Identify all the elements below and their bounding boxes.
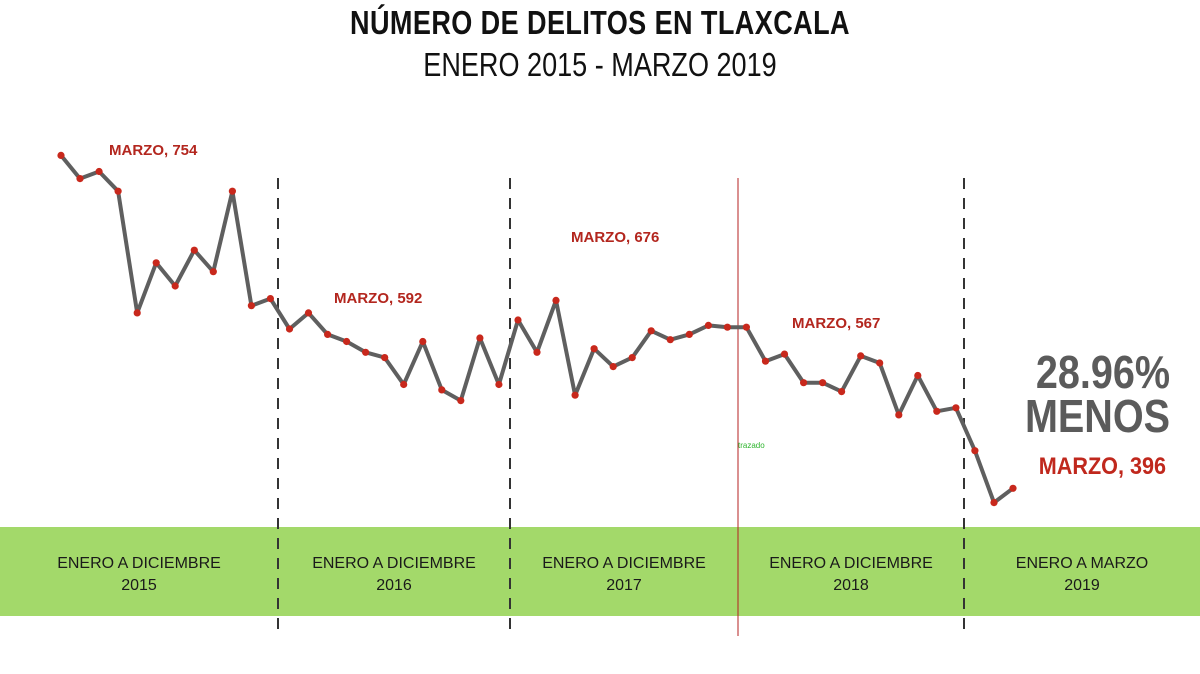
data-point [495, 380, 503, 389]
period-label-range: ENERO A DICIEMBRE [57, 555, 221, 572]
annotation-label: MARZO, 676 [571, 229, 659, 246]
data-point [647, 327, 655, 335]
data-point [876, 359, 884, 367]
data-point [381, 354, 389, 362]
period-label-year: 2015 [121, 577, 157, 594]
decline-percent: 28.96% [1036, 347, 1170, 398]
data-point [95, 167, 103, 176]
data-point [552, 296, 560, 304]
data-point [438, 386, 446, 394]
data-point [152, 259, 160, 267]
period-label-year: 2016 [376, 577, 412, 594]
data-point [362, 348, 370, 356]
data-point [761, 357, 770, 365]
data-point [895, 411, 903, 419]
period-label-range: ENERO A DICIEMBRE [312, 555, 476, 572]
data-point [590, 345, 598, 353]
data-point [419, 337, 427, 346]
data-point [514, 316, 522, 324]
decline-word: MENOS [1025, 391, 1170, 442]
chart-title: NÚMERO DE DELITOS EN TLAXCALA [350, 4, 850, 41]
data-point [76, 175, 84, 183]
data-point [266, 295, 274, 303]
data-point [628, 354, 636, 362]
data-point [914, 371, 922, 380]
annotation-label: MARZO, 567 [792, 315, 880, 332]
data-point [209, 268, 217, 276]
data-point-layer [57, 151, 1017, 507]
data-point [247, 302, 255, 310]
period-label-year: 2017 [606, 577, 642, 594]
chart-subtitle: ENERO 2015 - MARZO 2019 [423, 46, 777, 83]
data-point [990, 499, 998, 507]
data-point [800, 379, 808, 387]
period-label-range: ENERO A MARZO [1016, 555, 1148, 572]
period-divider-layer [277, 178, 965, 636]
last-value-label: MARZO, 396 [1039, 452, 1166, 479]
data-point [114, 187, 122, 195]
data-point [343, 337, 351, 346]
data-point [838, 388, 846, 396]
data-point [400, 380, 408, 389]
data-point [819, 379, 827, 387]
data-point [742, 323, 751, 331]
data-point [685, 330, 693, 338]
data-point [666, 336, 674, 344]
period-band [0, 527, 1200, 616]
data-point [190, 246, 198, 254]
annotation-layer: MARZO, 754 MARZO, 592 MARZO, 676 MARZO, 567… [109, 142, 880, 450]
period-label-range: ENERO A DICIEMBRE [769, 555, 933, 572]
data-point [933, 407, 941, 415]
data-point [857, 352, 865, 360]
data-point [723, 323, 732, 331]
period-label-year: 2018 [833, 577, 869, 594]
period-label-year: 2019 [1064, 577, 1100, 594]
data-point [609, 363, 617, 371]
data-point [533, 348, 541, 356]
data-point [133, 309, 141, 317]
highlight-layer: 28.96%MENOS MARZO, 396 [1025, 347, 1170, 479]
annotation-label: MARZO, 592 [334, 290, 422, 307]
data-point [57, 151, 65, 159]
data-point [324, 330, 332, 338]
annotation-label: MARZO, 754 [109, 142, 198, 159]
data-point [457, 397, 465, 405]
data-point [1009, 484, 1017, 492]
data-point [571, 391, 579, 399]
data-point [285, 325, 294, 333]
period-label-layer: ENERO A DICIEMBRE 2015 ENERO A DICIEMBRE 20… [57, 555, 1148, 594]
trazado-label: trazado [738, 441, 765, 450]
period-band-layer [0, 527, 1200, 616]
period-label-range: ENERO A DICIEMBRE [542, 555, 706, 572]
data-point [171, 282, 179, 290]
data-point [971, 447, 979, 455]
data-point [704, 321, 713, 329]
data-point [228, 187, 236, 195]
data-point [780, 350, 789, 358]
data-point [304, 309, 313, 317]
data-point [952, 404, 960, 412]
data-point [476, 334, 484, 342]
